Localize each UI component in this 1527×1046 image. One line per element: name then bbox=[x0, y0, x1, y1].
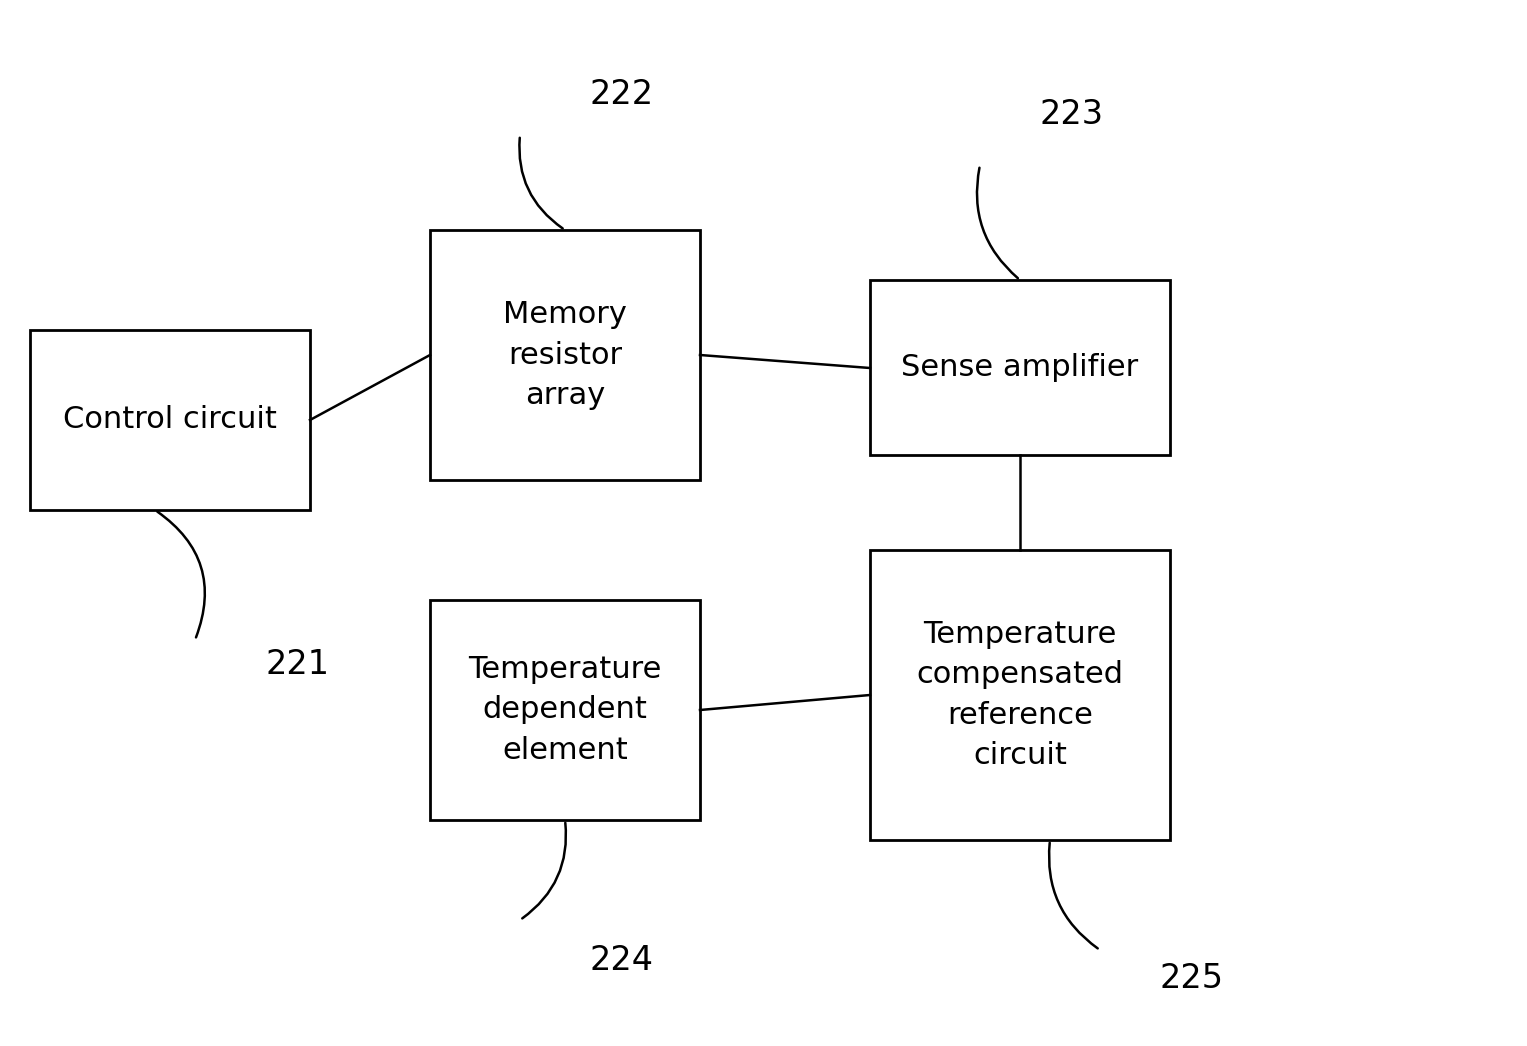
FancyBboxPatch shape bbox=[870, 550, 1170, 840]
Text: 225: 225 bbox=[1161, 961, 1225, 995]
Text: 224: 224 bbox=[589, 943, 654, 977]
FancyBboxPatch shape bbox=[431, 600, 699, 820]
Text: 222: 222 bbox=[589, 78, 654, 112]
Text: Control circuit: Control circuit bbox=[63, 406, 276, 434]
Text: Memory
resistor
array: Memory resistor array bbox=[502, 300, 628, 410]
FancyBboxPatch shape bbox=[31, 329, 310, 510]
Text: Temperature
dependent
element: Temperature dependent element bbox=[469, 655, 661, 765]
Text: 223: 223 bbox=[1040, 98, 1104, 132]
Text: Sense amplifier: Sense amplifier bbox=[901, 353, 1139, 382]
Text: Temperature
compensated
reference
circuit: Temperature compensated reference circui… bbox=[916, 619, 1124, 770]
FancyBboxPatch shape bbox=[431, 230, 699, 480]
Text: 221: 221 bbox=[266, 649, 328, 682]
FancyBboxPatch shape bbox=[870, 280, 1170, 455]
